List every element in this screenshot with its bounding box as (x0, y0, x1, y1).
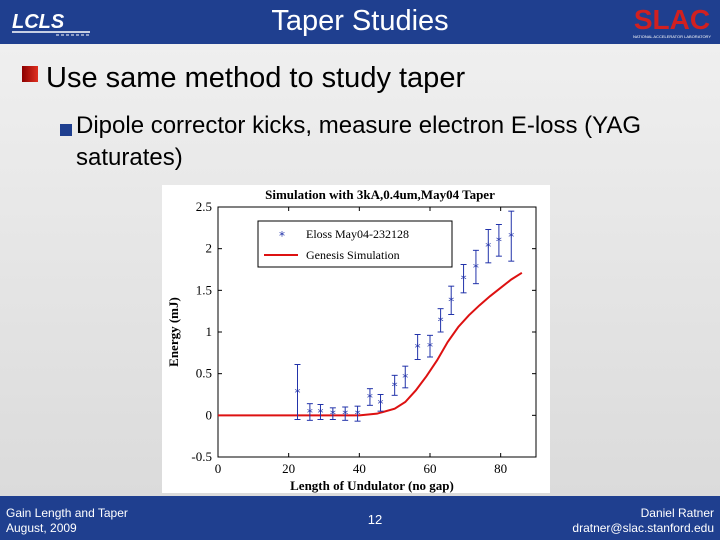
y-tick-label-3: 1 (206, 324, 213, 339)
footer-bar (0, 496, 720, 540)
bullet-main-text: Use same method to study taper (46, 62, 466, 94)
chart-panel: Simulation with 3kA,0.4um,May04 Taper Le… (162, 185, 550, 493)
legend-label-sim: Genesis Simulation (306, 248, 400, 262)
footer-left: Gain Length and Taper August, 2009 (6, 506, 128, 536)
data-point-4: * (342, 408, 348, 422)
x-tick-label-1: 20 (282, 461, 295, 476)
chart-title: Simulation with 3kA,0.4um,May04 Taper (265, 187, 495, 202)
y-tick-label-6: 2.5 (196, 199, 212, 214)
data-point-17: * (496, 234, 502, 248)
x-tick-label-4: 80 (494, 461, 507, 476)
y-tick-label-0: -0.5 (191, 449, 212, 464)
legend-marker-data: * (279, 229, 285, 243)
data-point-11: * (427, 340, 433, 354)
legend-label-data: Eloss May04-232128 (306, 227, 409, 241)
data-point-0: * (295, 386, 301, 400)
footer-date: August, 2009 (6, 521, 77, 535)
data-point-18: * (508, 230, 514, 244)
data-point-7: * (378, 397, 384, 411)
data-point-13: * (448, 294, 454, 308)
data-point-10: * (415, 341, 421, 355)
slac-logo-subtext: NATIONAL ACCELERATOR LABORATORY (633, 34, 711, 39)
data-point-16: * (485, 240, 491, 254)
data-point-15: * (473, 261, 479, 275)
header-bar: LCLS Taper Studies SLAC NATIONAL ACCELER… (0, 0, 720, 44)
energy-chart: Simulation with 3kA,0.4um,May04 Taper Le… (166, 187, 537, 493)
bullet-square-blue (60, 124, 72, 136)
page-number: 12 (367, 512, 383, 527)
data-point-2: * (317, 406, 323, 420)
bullet-square-red (22, 66, 38, 82)
y-tick-label-4: 1.5 (196, 282, 212, 297)
x-tick-label-0: 0 (215, 461, 222, 476)
y-tick-label-2: 0.5 (196, 366, 212, 381)
slide-title: Taper Studies (271, 5, 449, 37)
y-tick-label-1: 0 (206, 407, 213, 422)
bullet-sub-text: Dipole corrector kicks, measure electron… (76, 112, 642, 171)
footer-right: Daniel Ratner dratner@slac.stanford.edu (572, 506, 714, 536)
x-tick-label-2: 40 (353, 461, 366, 476)
data-point-6: * (367, 391, 373, 405)
y-axis-label: Energy (mJ) (166, 297, 181, 367)
data-point-3: * (330, 408, 336, 422)
footer-email: dratner@slac.stanford.edu (572, 521, 714, 535)
footer-topic: Gain Length and Taper (6, 506, 128, 520)
data-point-12: * (438, 314, 444, 328)
data-point-8: * (392, 379, 398, 393)
data-point-1: * (307, 406, 313, 420)
lcls-logo-text: LCLS (12, 11, 65, 33)
slac-logo-text: SLAC (634, 4, 710, 35)
y-tick-label-5: 2 (206, 241, 213, 256)
lcls-logo: LCLS (12, 11, 90, 36)
x-tick-label-3: 60 (424, 461, 437, 476)
data-point-9: * (402, 371, 408, 385)
data-point-14: * (461, 273, 467, 287)
slac-logo: SLAC NATIONAL ACCELERATOR LABORATORY (630, 2, 714, 42)
footer-author: Daniel Ratner (640, 506, 714, 520)
legend-box (257, 220, 453, 268)
data-point-5: * (355, 408, 361, 422)
simulation-line (218, 271, 523, 417)
x-axis-label: Length of Undulator (no gap) (290, 478, 454, 493)
